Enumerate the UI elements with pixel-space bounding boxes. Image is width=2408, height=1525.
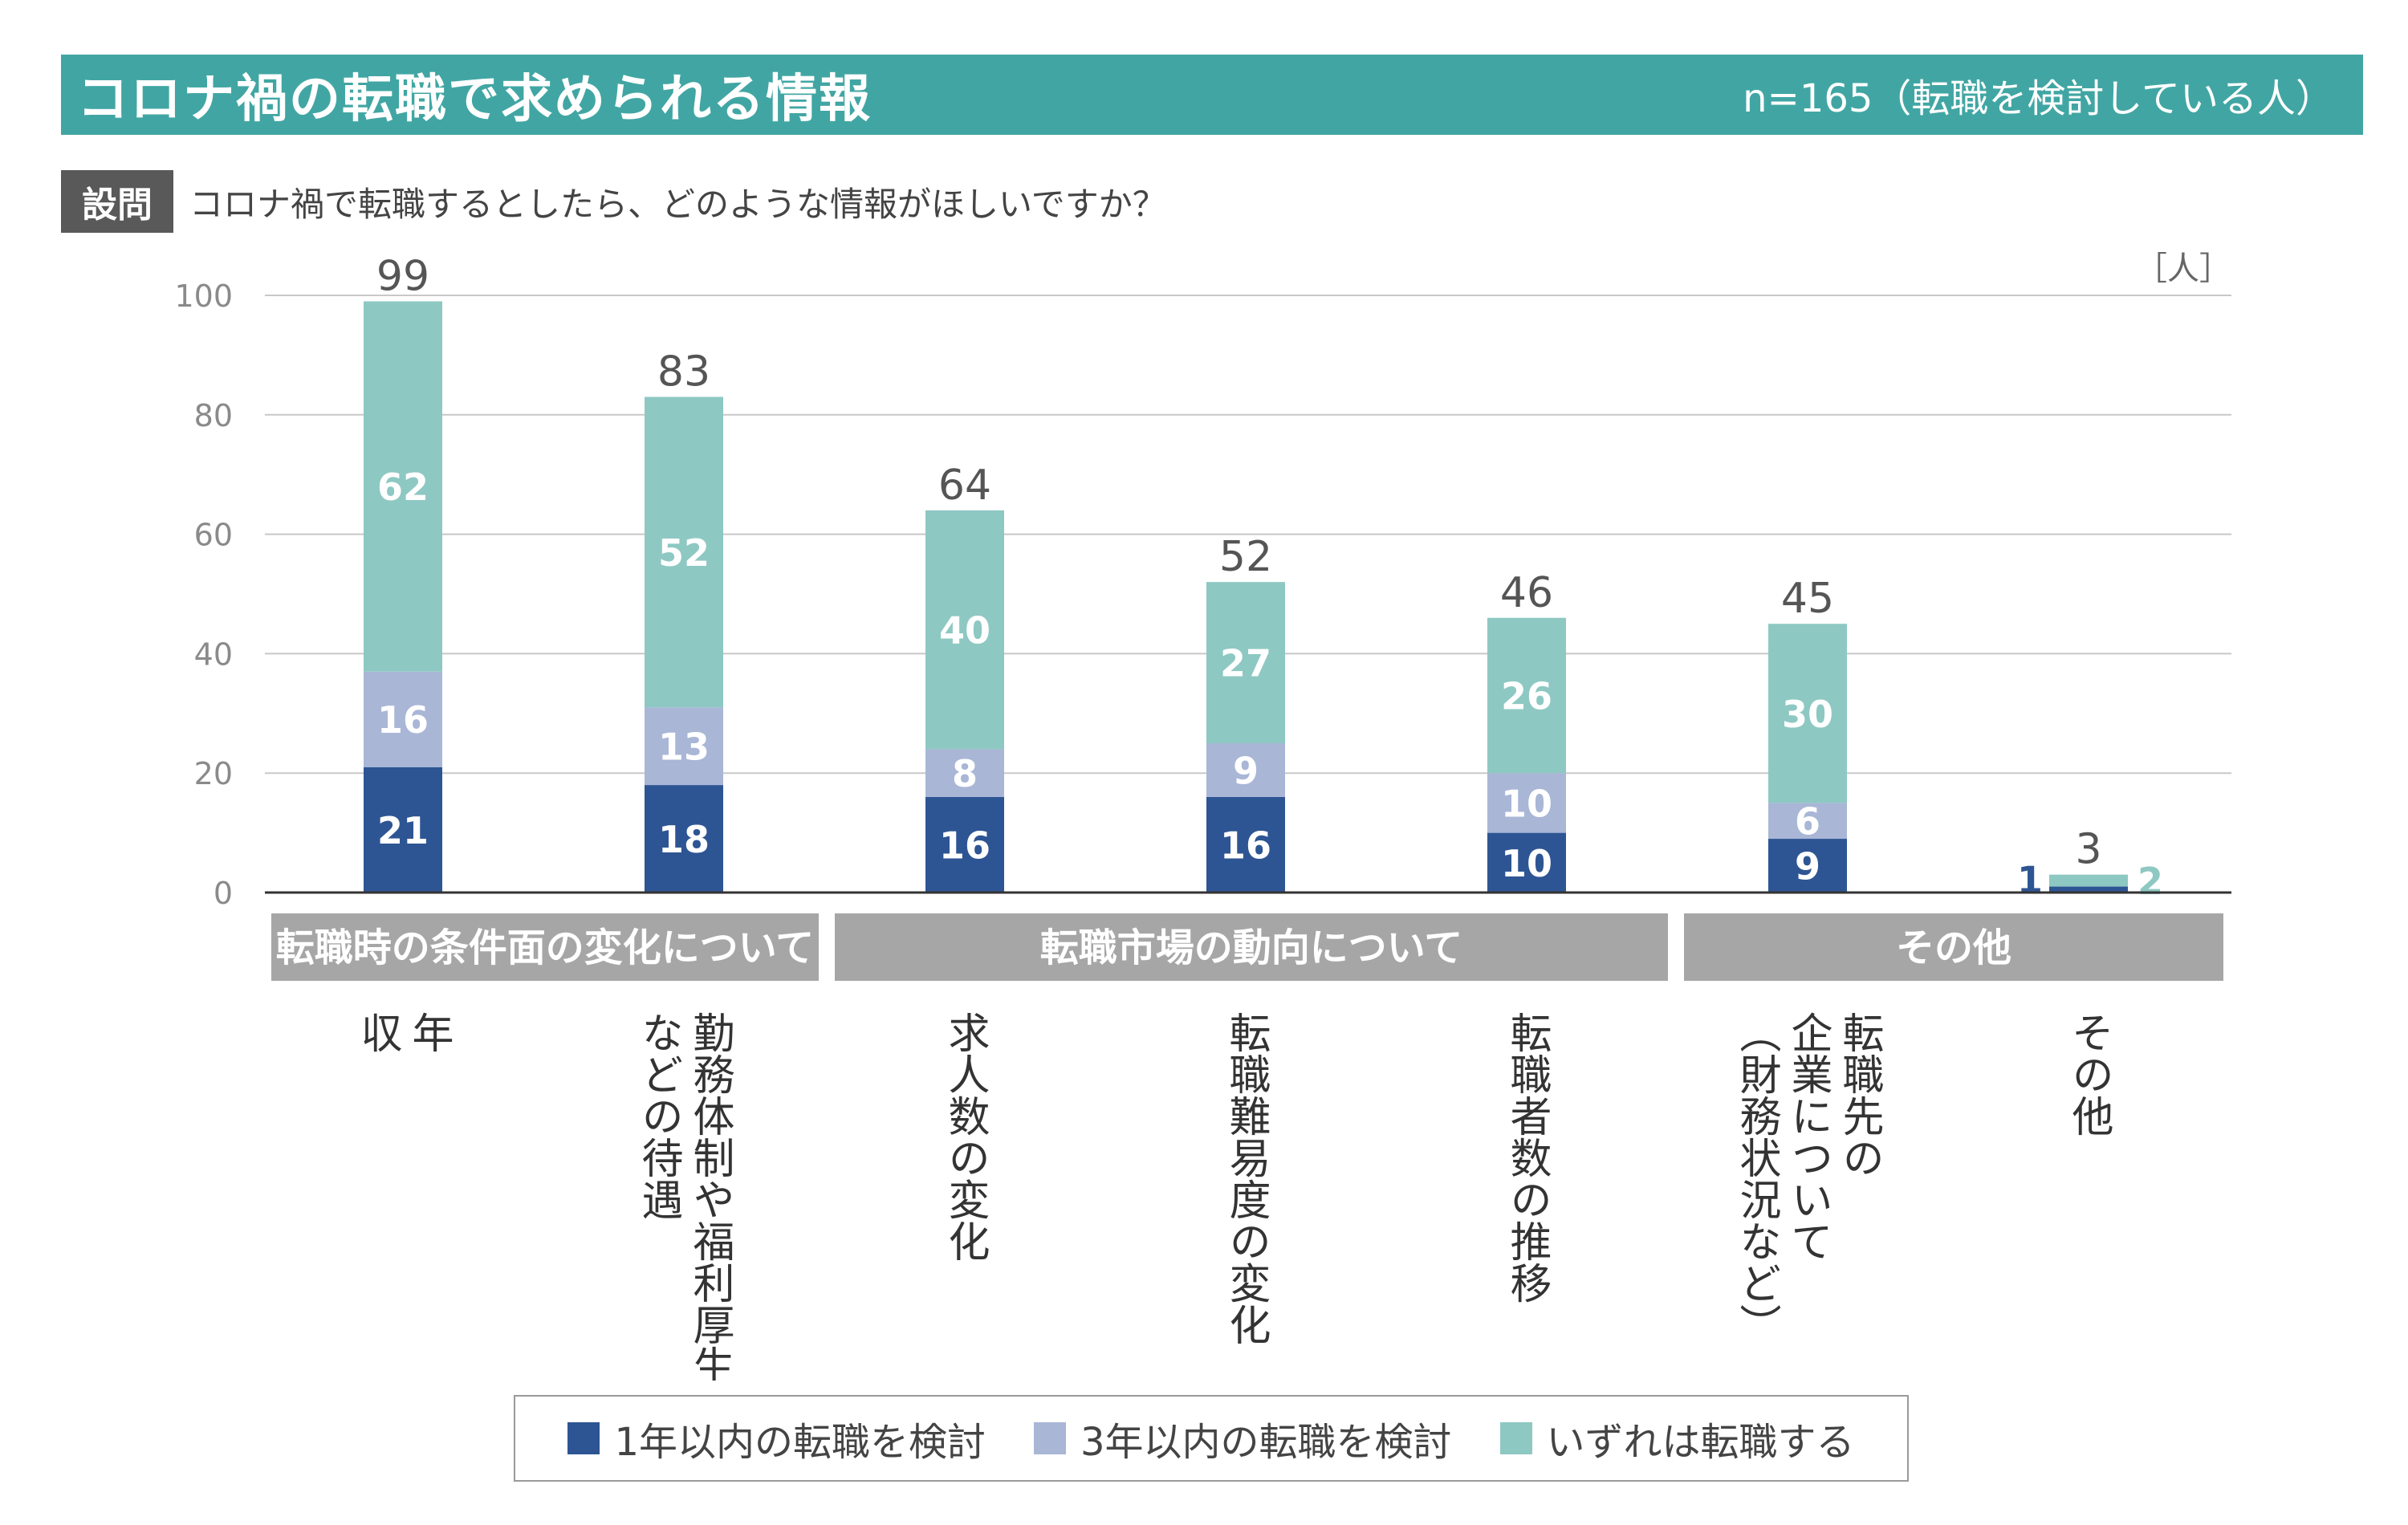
total-label: 99 bbox=[376, 252, 429, 300]
total-label: 45 bbox=[1781, 575, 1834, 623]
category-label: 転職難易度の変化 bbox=[1222, 1011, 1270, 1345]
bar-segment bbox=[645, 396, 723, 708]
data-label: 9 bbox=[1795, 845, 1820, 889]
category-group-bar bbox=[1684, 913, 2223, 981]
data-label: 6 bbox=[1795, 800, 1820, 844]
total-label: 46 bbox=[1500, 569, 1553, 617]
data-label: 40 bbox=[939, 609, 990, 653]
category-label: 収 bbox=[353, 1011, 401, 1053]
total-label: 64 bbox=[938, 462, 991, 510]
total-label: 52 bbox=[1219, 533, 1272, 581]
chart-title: コロナ禍の転職で求められる情報 bbox=[77, 70, 872, 129]
bar-segment bbox=[645, 707, 723, 786]
y-tick-label: 0 bbox=[214, 876, 233, 911]
category-group-label: 転職市場の動向について bbox=[1040, 925, 1463, 970]
data-label: 52 bbox=[658, 531, 710, 575]
bar-segment bbox=[1206, 582, 1285, 743]
total-label: 3 bbox=[2075, 826, 2101, 874]
bar-segment bbox=[364, 671, 442, 767]
y-tick-label: 100 bbox=[174, 279, 233, 314]
bar-segment bbox=[1768, 624, 1847, 803]
data-label: 16 bbox=[939, 824, 990, 867]
y-tick-label: 20 bbox=[194, 756, 233, 791]
total-label: 83 bbox=[657, 348, 710, 396]
category-label: 転職者数の推移 bbox=[1503, 1011, 1551, 1303]
data-label: 27 bbox=[1220, 642, 1271, 685]
category-group-bar bbox=[835, 913, 1668, 981]
question-label: 設問 bbox=[61, 170, 173, 233]
category-group-label: 転職時の条件面の変化について bbox=[276, 925, 815, 970]
data-label: 8 bbox=[952, 752, 978, 795]
bar-segment bbox=[1768, 803, 1847, 840]
category-label: などの待遇 bbox=[634, 1011, 682, 1220]
legend-item-1year: 1年以内の転職を検討 bbox=[567, 1410, 986, 1466]
bar-segment bbox=[364, 767, 442, 893]
legend-swatch-1year bbox=[567, 1422, 600, 1454]
y-tick-label: 40 bbox=[194, 636, 233, 672]
legend-item-eventually: いずれは転職する bbox=[1499, 1410, 1855, 1466]
bar-segment bbox=[1487, 617, 1566, 774]
stacked-bar-chart: 020406080100［人］2116629918135283168406416… bbox=[174, 250, 2231, 1381]
category-label: 年 bbox=[405, 1011, 453, 1053]
bar-segment bbox=[1487, 773, 1566, 833]
category-label: 勤務体制や福利厚生 bbox=[685, 1011, 734, 1381]
sample-size: n=165（転職を検討している人） bbox=[1743, 76, 2334, 121]
data-label: 16 bbox=[1220, 824, 1271, 867]
bar-segment bbox=[1487, 832, 1566, 893]
bar-segment bbox=[1206, 743, 1285, 797]
legend: 1年以内の転職を検討 3年以内の転職を検討 いずれは転職する bbox=[514, 1395, 1909, 1482]
legend-label-3year: 3年以内の転職を検討 bbox=[1080, 1420, 1452, 1465]
bar-segment bbox=[645, 785, 723, 893]
data-label: 10 bbox=[1501, 842, 1552, 885]
category-group-label: その他 bbox=[1896, 925, 2011, 970]
y-tick-label: 60 bbox=[194, 518, 233, 553]
question-text: コロナ禍で転職するとしたら、どのような情報がほしいですか？ bbox=[189, 184, 1166, 224]
data-label: 30 bbox=[1782, 693, 1833, 736]
bar-segment bbox=[1768, 839, 1847, 893]
category-label: 求人数の変化 bbox=[941, 1011, 989, 1262]
y-tick-label: 80 bbox=[194, 398, 233, 433]
bar-segment bbox=[364, 301, 442, 672]
legend-swatch-3year bbox=[1033, 1422, 1066, 1454]
bar-segment bbox=[925, 510, 1004, 750]
bar-segment bbox=[925, 796, 1004, 893]
category-group-bar bbox=[271, 913, 819, 981]
legend-swatch-eventually bbox=[1499, 1422, 1532, 1454]
data-label: 21 bbox=[377, 809, 429, 852]
legend-label-eventually: いずれは転職する bbox=[1546, 1420, 1855, 1465]
category-label: 企業について bbox=[1784, 1011, 1832, 1262]
category-label: （財務状況など） bbox=[1732, 1011, 1780, 1345]
category-label: その他 bbox=[2064, 1011, 2113, 1137]
bar-segment bbox=[2049, 886, 2128, 893]
category-label: 転職先の bbox=[1835, 1011, 1883, 1178]
bar-segment bbox=[925, 749, 1004, 797]
data-label: 1 bbox=[2017, 859, 2043, 902]
header-bar: コロナ禍の転職で求められる情報 n=165（転職を検討している人） bbox=[61, 55, 2363, 135]
data-label: 26 bbox=[1501, 674, 1552, 718]
data-label: 13 bbox=[658, 726, 710, 769]
data-label: 16 bbox=[377, 698, 429, 742]
bar-segment bbox=[1206, 796, 1285, 893]
data-label: 62 bbox=[377, 466, 429, 509]
y-unit-label: ［人］ bbox=[2135, 250, 2231, 287]
data-label: 18 bbox=[658, 818, 710, 861]
bar-segment bbox=[2049, 874, 2128, 887]
data-label: 2 bbox=[2138, 860, 2163, 903]
data-label: 9 bbox=[1233, 749, 1259, 792]
data-label: 10 bbox=[1501, 782, 1552, 825]
legend-label-1year: 1年以内の転職を検討 bbox=[614, 1420, 986, 1465]
legend-item-3year: 3年以内の転職を検討 bbox=[1033, 1410, 1452, 1466]
